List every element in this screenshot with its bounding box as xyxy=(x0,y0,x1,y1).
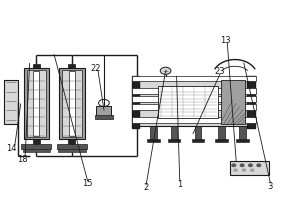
Bar xyxy=(195,126,201,139)
Circle shape xyxy=(242,169,245,171)
Circle shape xyxy=(257,164,261,166)
Circle shape xyxy=(234,169,237,171)
Bar xyxy=(158,86,218,118)
Text: 1: 1 xyxy=(177,180,182,189)
Bar xyxy=(171,126,177,139)
Bar xyxy=(236,139,249,142)
Bar xyxy=(132,76,139,128)
Bar xyxy=(95,115,113,119)
Bar xyxy=(132,88,256,94)
Bar xyxy=(215,139,228,142)
Bar xyxy=(4,80,18,124)
Bar xyxy=(247,76,255,128)
Bar xyxy=(230,161,269,175)
Text: 15: 15 xyxy=(82,179,93,188)
Bar xyxy=(58,149,85,152)
Bar xyxy=(97,106,111,116)
Text: 23: 23 xyxy=(214,67,225,76)
Bar xyxy=(57,144,87,149)
Text: 13: 13 xyxy=(220,36,231,45)
Bar xyxy=(192,139,204,142)
Bar xyxy=(138,78,248,126)
Bar xyxy=(132,96,256,102)
Text: 22: 22 xyxy=(91,64,101,73)
Bar xyxy=(33,71,39,136)
Bar xyxy=(21,144,51,149)
Bar xyxy=(24,68,49,139)
Bar xyxy=(168,139,180,142)
Bar xyxy=(32,139,40,144)
Text: 18: 18 xyxy=(17,155,28,164)
Bar xyxy=(23,149,50,152)
Text: 3: 3 xyxy=(268,182,273,191)
Bar xyxy=(147,139,160,142)
Circle shape xyxy=(160,67,171,74)
Bar xyxy=(32,64,40,68)
Circle shape xyxy=(232,164,236,166)
Bar xyxy=(132,104,256,110)
Text: 14: 14 xyxy=(6,144,16,153)
Text: 2: 2 xyxy=(143,183,149,192)
Bar xyxy=(132,117,256,123)
Bar xyxy=(27,70,46,137)
Bar xyxy=(220,80,245,124)
Bar xyxy=(239,126,246,139)
Bar xyxy=(218,126,225,139)
Bar xyxy=(132,76,256,81)
Circle shape xyxy=(249,164,252,166)
Bar xyxy=(59,68,85,139)
Circle shape xyxy=(251,169,254,171)
Circle shape xyxy=(240,164,244,166)
Bar xyxy=(62,70,82,137)
Bar xyxy=(68,139,75,144)
Bar xyxy=(69,71,74,136)
Bar xyxy=(68,64,75,68)
Bar xyxy=(150,126,157,139)
